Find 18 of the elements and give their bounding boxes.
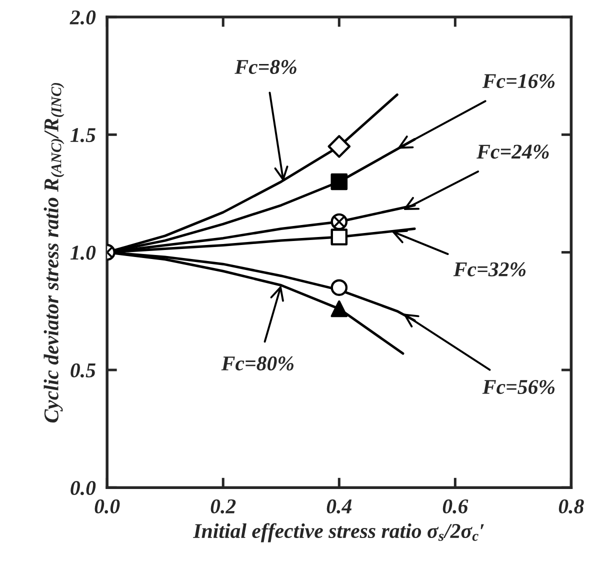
x-tick-label: 0.0 (94, 499, 120, 514)
y-tick-label: 0.0 (70, 480, 96, 496)
annotation: Fc=24% (476, 144, 549, 159)
x-tick-label: 0.6 (442, 499, 468, 514)
annotation: Fc=8% (234, 60, 296, 74)
y-tick-label: 2.0 (70, 10, 96, 25)
annotation: Fc=80% (221, 356, 294, 371)
annotation: Fc=16% (482, 74, 555, 88)
y-tick-label: 0.5 (70, 363, 96, 378)
x-axis-title: Initial effective stress ratio σ$_{s}$/2σ$_{c}$′ (193, 523, 484, 542)
x-tick-label: 0.2 (210, 499, 236, 514)
y-tick-label: 1.5 (70, 128, 96, 142)
annotation: Fc=32% (453, 262, 526, 276)
x-tick-label: 0.4 (326, 499, 352, 514)
y-axis-title: Cyclic deviator stress ratio R$_{(ANC)}$/R$_{(INC)}$ (44, 82, 64, 423)
annotation: Fc=56% (482, 380, 555, 394)
y-tick-label: 1.0 (70, 246, 96, 260)
x-tick-label: 0.8 (558, 499, 584, 514)
